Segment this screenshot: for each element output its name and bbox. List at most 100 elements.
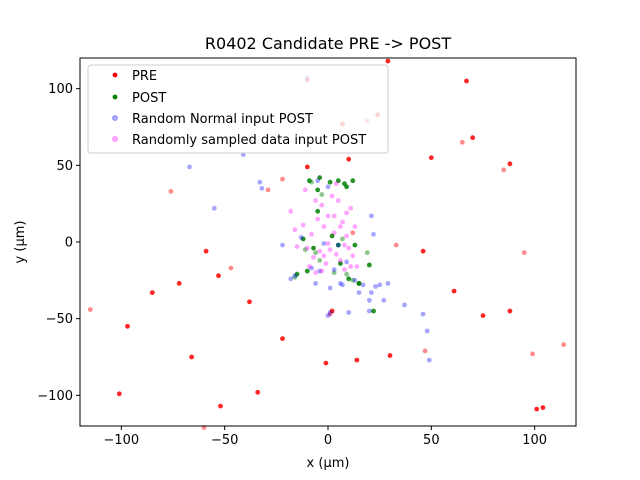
point-post [317, 258, 323, 263]
point-random-normal [321, 241, 327, 246]
point-random-normal [298, 235, 304, 240]
point-pre [125, 323, 130, 329]
point-pre [470, 135, 476, 141]
point-randomly-sampled [321, 253, 327, 259]
point-random-normal [325, 184, 331, 190]
point-randomly-sampled [300, 222, 306, 228]
x-tick-label: 100 [522, 433, 547, 448]
point-randomly-sampled [338, 224, 343, 230]
point-randomly-sampled [354, 264, 360, 269]
point-randomly-sampled [342, 242, 347, 248]
point-random-normal [366, 297, 372, 303]
point-randomly-sampled [319, 202, 325, 208]
legend-marker-randomly-sampled [112, 136, 118, 142]
point-randomly-sampled [288, 208, 294, 214]
point-randomly-sampled [325, 241, 331, 246]
point-post [335, 242, 341, 248]
point-random-normal [331, 267, 337, 272]
legend-box [87, 64, 389, 154]
plot-points [87, 58, 566, 430]
point-pre [218, 403, 223, 409]
point-pre [168, 189, 174, 194]
point-pre [530, 351, 535, 357]
point-random-normal [426, 357, 432, 363]
y-axis: −100 −50 0 50 100 [37, 82, 80, 404]
point-post [327, 179, 333, 185]
point-post [366, 262, 372, 268]
point-pre [420, 248, 426, 254]
point-random-normal [346, 310, 352, 315]
point-randomly-sampled [323, 261, 329, 266]
point-pre [480, 313, 486, 318]
point-random-normal [371, 231, 376, 237]
point-post [352, 242, 358, 248]
point-random-normal [344, 259, 349, 265]
point-post [338, 261, 343, 266]
point-randomly-sampled [309, 231, 314, 237]
point-randomly-sampled [325, 213, 331, 219]
point-randomly-sampled [307, 264, 312, 269]
point-pre [176, 281, 182, 286]
point-post [344, 184, 349, 190]
point-pre [451, 288, 457, 294]
point-random-normal [352, 277, 358, 283]
point-randomly-sampled [335, 198, 341, 204]
point-post [346, 276, 352, 282]
point-randomly-sampled [302, 187, 308, 193]
point-randomly-sampled [352, 224, 358, 230]
point-random-normal [338, 281, 343, 286]
point-random-normal [325, 313, 331, 318]
point-randomly-sampled [348, 205, 354, 211]
point-randomly-sampled [327, 247, 333, 253]
point-pre [346, 156, 352, 162]
point-randomly-sampled [315, 216, 321, 222]
legend: PRE POST Random Normal input POST Random… [87, 64, 389, 154]
point-pre [507, 308, 513, 314]
y-tick-label: 50 [56, 159, 73, 174]
point-pre [203, 248, 209, 254]
point-pre [387, 353, 393, 358]
point-random-normal [369, 290, 374, 295]
legend-label-pre: PRE [132, 69, 157, 84]
point-pre [393, 242, 399, 248]
point-pre [501, 167, 507, 173]
point-random-normal [327, 310, 333, 315]
legend-label-random-normal: Random Normal input POST [132, 112, 313, 127]
point-pre [149, 290, 155, 295]
point-randomly-sampled [331, 230, 337, 236]
x-tick-label: −50 [211, 433, 238, 448]
point-random-normal [402, 302, 407, 308]
x-axis-label: x (µm) [307, 456, 350, 471]
y-tick-label: −100 [37, 389, 73, 404]
point-pre [464, 78, 469, 84]
point-randomly-sampled [331, 213, 337, 219]
point-post [350, 178, 356, 184]
x-tick-label: −100 [103, 433, 139, 448]
point-pre [385, 58, 391, 64]
point-randomly-sampled [348, 264, 354, 269]
point-post [315, 208, 321, 214]
point-random-normal [385, 281, 391, 286]
point-random-normal [292, 273, 298, 279]
point-random-normal [259, 185, 265, 191]
legend-marker-post [112, 94, 118, 100]
point-pre [265, 187, 271, 193]
point-post [335, 178, 341, 184]
point-randomly-sampled [340, 219, 345, 225]
point-pre [354, 357, 360, 363]
point-post [304, 268, 310, 274]
point-randomly-sampled [338, 258, 343, 263]
point-post [300, 236, 306, 242]
point-pre [189, 354, 195, 360]
legend-label-post: POST [132, 91, 166, 106]
point-randomly-sampled [350, 253, 356, 259]
x-tick-label: 50 [423, 433, 440, 448]
x-tick-label: 0 [324, 433, 332, 448]
point-randomly-sampled [333, 251, 339, 257]
point-randomly-sampled [319, 268, 325, 274]
point-random-normal [377, 282, 383, 288]
point-randomly-sampled [292, 227, 298, 233]
point-randomly-sampled [344, 210, 349, 216]
point-randomly-sampled [311, 254, 316, 260]
point-pre [323, 360, 329, 366]
